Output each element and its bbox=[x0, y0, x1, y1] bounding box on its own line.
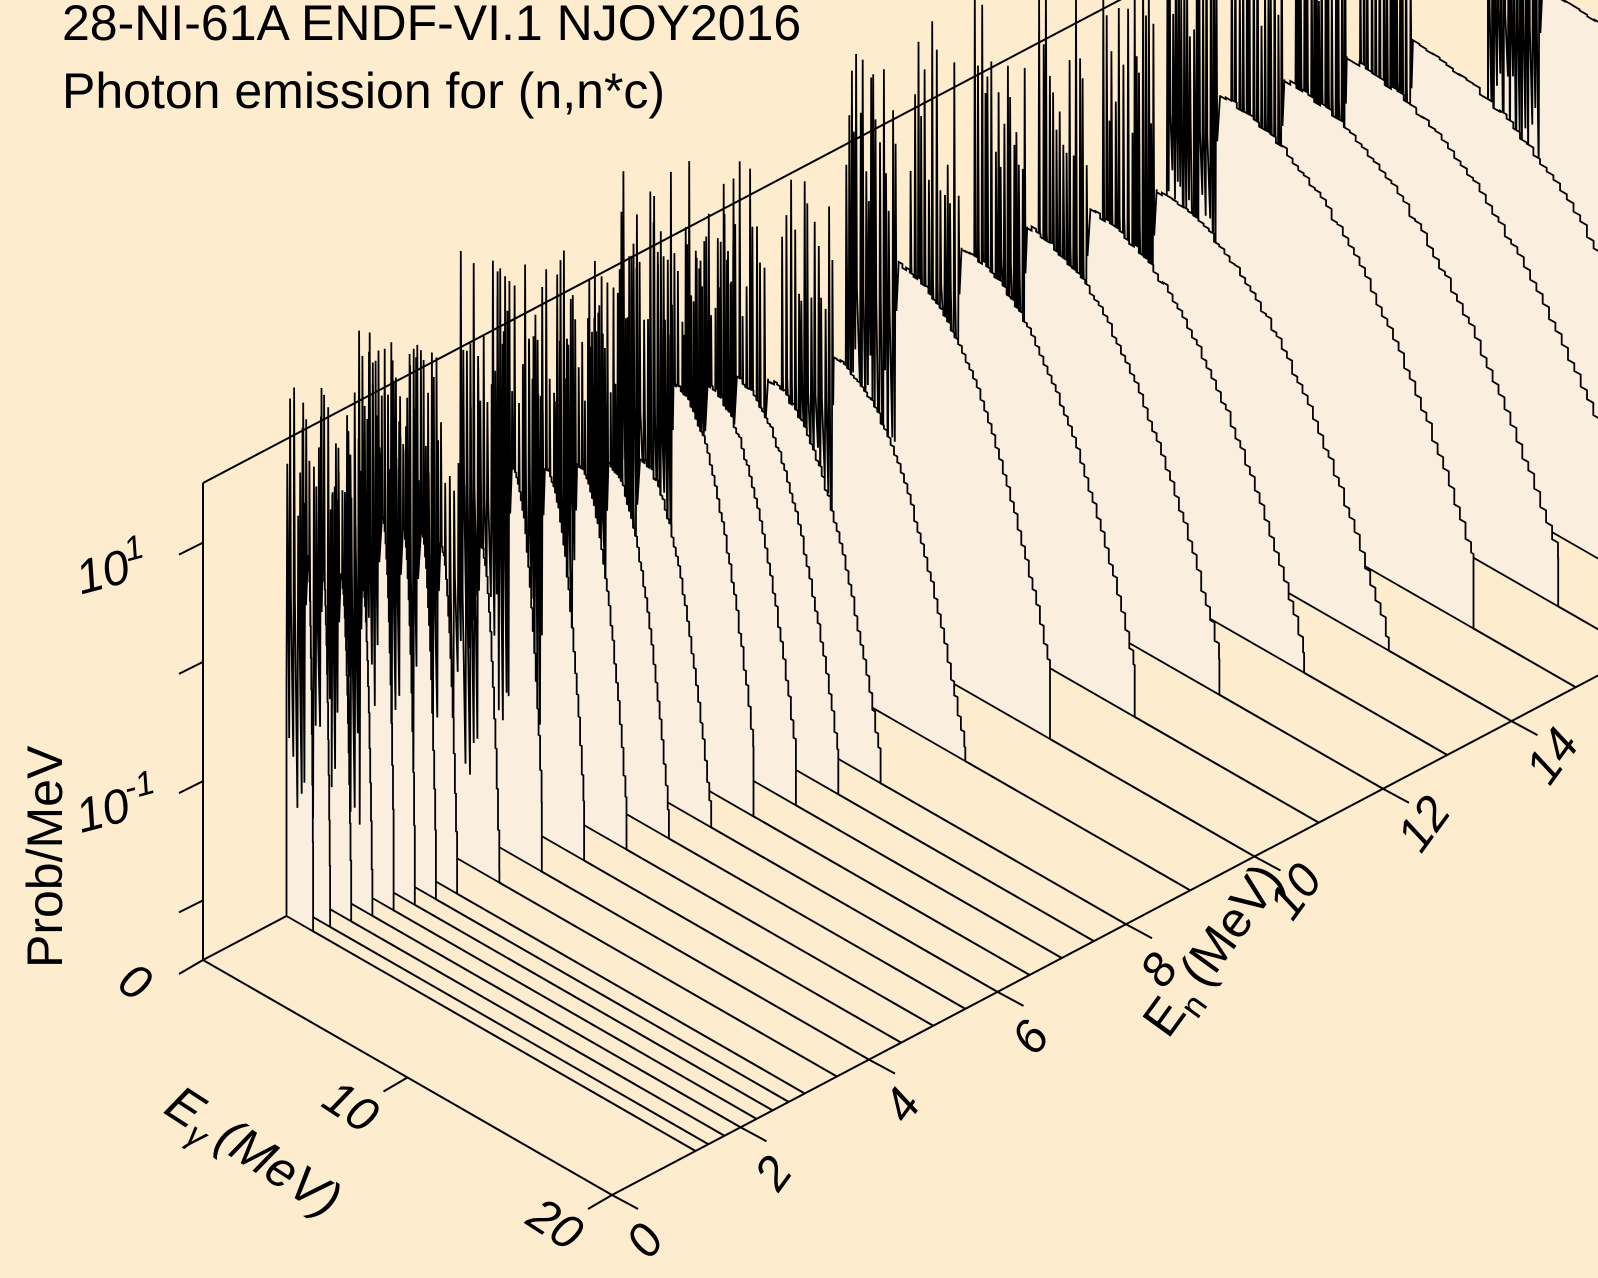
x-tick bbox=[587, 1194, 613, 1210]
y-tick-label: 0 bbox=[616, 1214, 675, 1267]
slice-floor-line bbox=[1473, 627, 1577, 689]
x-axis-label: Eγ(MeV) bbox=[151, 1074, 351, 1236]
x-tick-label: 20 bbox=[517, 1187, 592, 1261]
slice-floor-line bbox=[371, 914, 741, 1129]
chart-title: 28-NI-61A ENDF-VI.1 NJOY2016 bbox=[62, 0, 801, 51]
x-tick-label: 10 bbox=[314, 1070, 388, 1144]
x-tick bbox=[178, 959, 204, 975]
slice-floor-line bbox=[710, 826, 998, 993]
slice-floor-line bbox=[1134, 716, 1320, 824]
slice-floor-line bbox=[350, 920, 725, 1137]
slice-floor-line bbox=[414, 903, 774, 1112]
slice-floor-line bbox=[1049, 738, 1255, 858]
y-tick bbox=[611, 1194, 639, 1210]
y-tick-label: 2 bbox=[744, 1147, 803, 1201]
y-tick-label: 4 bbox=[873, 1079, 932, 1132]
slice-floor-line bbox=[393, 909, 758, 1120]
z-tick bbox=[178, 899, 204, 914]
slice-floor-line bbox=[1218, 693, 1384, 790]
y-tick-label: 6 bbox=[1002, 1011, 1061, 1064]
slice-floor-line bbox=[837, 793, 1095, 942]
slice-floor-line bbox=[329, 925, 709, 1146]
x-tick bbox=[382, 1076, 409, 1093]
slice-floor-line bbox=[1303, 671, 1448, 756]
slice-floor-line bbox=[753, 815, 1031, 976]
slice-floor-line bbox=[880, 782, 1127, 926]
z-tick-label: 10-1 bbox=[68, 763, 165, 844]
z-tick bbox=[178, 660, 204, 675]
slice-floor-line bbox=[312, 930, 697, 1152]
z-tick bbox=[178, 780, 204, 795]
z-axis-label: Prob/MeV bbox=[17, 745, 73, 968]
slice-floor-line bbox=[795, 804, 1063, 959]
slice-floor-line bbox=[1557, 605, 1598, 631]
z-tick bbox=[178, 541, 204, 556]
slice-floor-line bbox=[626, 848, 934, 1027]
y-tick bbox=[1382, 787, 1410, 804]
slice-floor-line bbox=[541, 870, 870, 1061]
y-tick bbox=[1125, 923, 1153, 940]
z-tick-label: 101 bbox=[68, 528, 154, 606]
spectrum-slices bbox=[285, 0, 1598, 1152]
y-tick bbox=[868, 1058, 896, 1075]
slice-floor-line bbox=[1388, 649, 1512, 722]
slice-floor-line bbox=[668, 837, 966, 1010]
y-tick bbox=[1254, 855, 1281, 872]
slice-floor-line bbox=[435, 898, 790, 1103]
slice-floor-line bbox=[498, 881, 838, 1078]
spectrum-slice bbox=[285, 387, 314, 933]
y-tick bbox=[1511, 720, 1538, 736]
slice-floor-line bbox=[964, 760, 1191, 892]
chart-subtitle: Photon emission for (n,n*c) bbox=[62, 63, 665, 119]
slice-floor-line bbox=[456, 892, 806, 1095]
slice-floor-line bbox=[583, 859, 902, 1044]
y-tick bbox=[740, 1126, 767, 1143]
y-tick bbox=[997, 991, 1024, 1007]
x-tick-label: 0 bbox=[109, 953, 161, 1012]
